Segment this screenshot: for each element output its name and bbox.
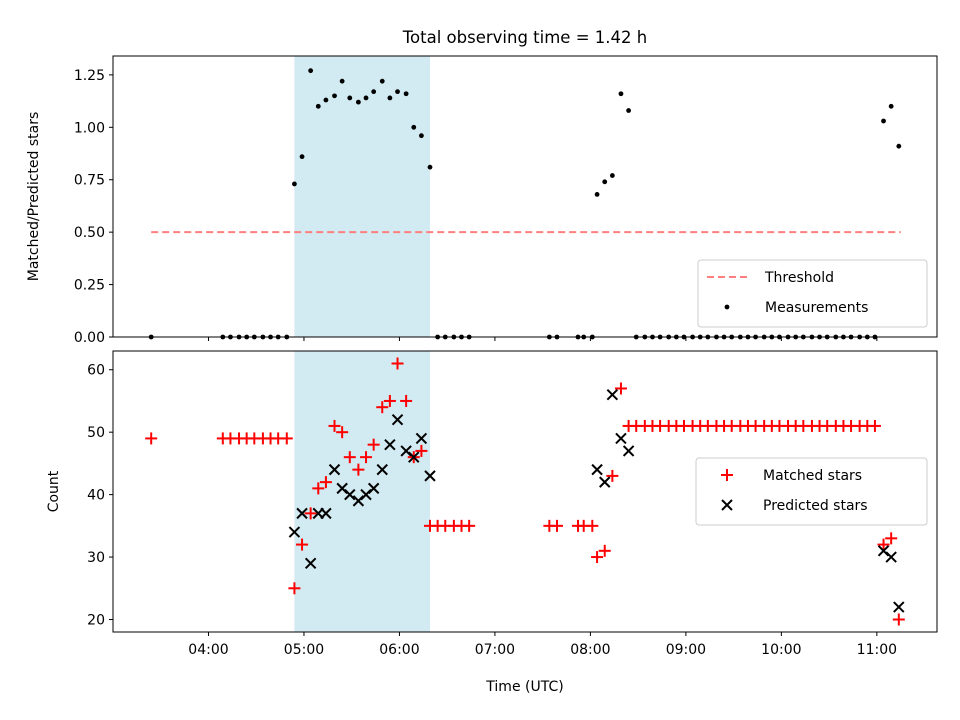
measurement-point bbox=[411, 125, 416, 130]
x-tick-label: 10:00 bbox=[761, 642, 801, 658]
matched-star-point bbox=[463, 520, 475, 532]
legend-predicted-label: Predicted stars bbox=[763, 498, 868, 514]
top-shaded-span bbox=[294, 56, 430, 337]
measurement-point bbox=[300, 154, 305, 159]
top-y-axis-label: Matched/Predicted stars bbox=[26, 112, 42, 282]
x-tick-label: 07:00 bbox=[475, 642, 515, 658]
measurement-point bbox=[324, 98, 329, 103]
x-tick-label: 06:00 bbox=[379, 642, 419, 658]
measurement-point bbox=[364, 96, 369, 101]
legend-matched-label: Matched stars bbox=[763, 468, 862, 484]
matched-star-point bbox=[893, 614, 905, 626]
matched-star-point bbox=[885, 532, 897, 544]
legend-measurements-label: Measurements bbox=[765, 300, 868, 316]
measurement-point bbox=[595, 192, 600, 197]
matched-star-point bbox=[878, 539, 890, 551]
measurement-point bbox=[371, 89, 376, 94]
bottom-legend: Matched stars Predicted stars bbox=[696, 458, 927, 525]
y-tick-label: 40 bbox=[87, 488, 105, 504]
x-tick-label: 11:00 bbox=[857, 642, 897, 658]
y-tick-label: 0.75 bbox=[74, 173, 105, 189]
predicted-star-point bbox=[616, 433, 626, 443]
top-panel: 0.00 0.25 0.50 0.75 1.00 1.25 Matched/Predict… bbox=[26, 56, 937, 346]
y-tick-label: 0.25 bbox=[74, 278, 105, 294]
y-tick-label: 0.50 bbox=[74, 225, 105, 241]
legend-threshold-label: Threshold bbox=[764, 270, 834, 286]
predicted-star-point bbox=[624, 446, 634, 456]
measurement-point bbox=[610, 173, 615, 178]
predicted-star-point bbox=[607, 390, 617, 400]
top-legend: Threshold Measurements bbox=[698, 260, 927, 327]
matched-star-point bbox=[615, 382, 627, 394]
matched-star-point bbox=[599, 545, 611, 557]
y-tick-label: 1.00 bbox=[74, 120, 105, 136]
measurement-point bbox=[356, 100, 361, 105]
measurement-point bbox=[332, 93, 337, 98]
x-tick-label: 05:00 bbox=[284, 642, 324, 658]
y-tick-label: 30 bbox=[87, 550, 105, 566]
measurement-point bbox=[619, 91, 624, 96]
legend-measurements-swatch bbox=[725, 305, 730, 310]
x-tick-label: 09:00 bbox=[666, 642, 706, 658]
x-tick-label: 08:00 bbox=[570, 642, 610, 658]
measurement-point bbox=[380, 79, 385, 84]
predicted-star-point bbox=[886, 552, 896, 562]
predicted-star-point bbox=[592, 465, 602, 475]
chart-figure: Total observing time = 1.42 h 0.000.250.… bbox=[0, 0, 960, 720]
bottom-y-axis-label: Count bbox=[46, 470, 62, 512]
measurement-point bbox=[387, 96, 392, 101]
y-tick-label: 1.25 bbox=[74, 68, 105, 84]
bottom-panel: 20 30 40 50 60 04:00 05:00 06:00 07:00 08:00 09:0… bbox=[46, 351, 937, 695]
x-tick-label: 04:00 bbox=[188, 642, 228, 658]
measurement-point bbox=[428, 165, 433, 170]
matched-star-point bbox=[145, 432, 157, 444]
measurement-point bbox=[292, 182, 297, 187]
matched-star-point bbox=[551, 520, 563, 532]
measurement-point bbox=[404, 91, 409, 96]
matched-star-point bbox=[591, 551, 603, 563]
y-tick-label: 0.00 bbox=[74, 330, 105, 346]
y-tick-label: 50 bbox=[87, 425, 105, 441]
y-tick-label: 60 bbox=[87, 363, 105, 379]
bottom-x-ticks: 04:00 05:00 06:00 07:00 08:00 09:00 10:00 11:00 bbox=[188, 632, 897, 658]
measurement-point bbox=[419, 133, 424, 138]
measurement-point bbox=[896, 144, 901, 149]
predicted-star-point bbox=[894, 602, 904, 612]
measurement-point bbox=[889, 104, 894, 109]
measurement-point bbox=[881, 119, 886, 124]
y-tick-label: 20 bbox=[87, 613, 105, 629]
top-y-ticks: 0.00 0.25 0.50 0.75 1.00 1.25 bbox=[74, 68, 113, 346]
matched-star-point bbox=[869, 420, 881, 432]
chart-title: Total observing time = 1.42 h bbox=[402, 28, 647, 47]
measurement-point bbox=[347, 96, 352, 101]
measurement-point bbox=[395, 89, 400, 94]
measurement-point bbox=[340, 79, 345, 84]
measurement-point bbox=[626, 108, 631, 113]
bottom-y-ticks: 20 30 40 50 60 bbox=[87, 363, 113, 629]
x-axis-label: Time (UTC) bbox=[485, 679, 563, 695]
measurement-point bbox=[308, 68, 313, 73]
matched-star-point bbox=[586, 520, 598, 532]
matched-star-point bbox=[281, 432, 293, 444]
measurement-point bbox=[602, 179, 607, 184]
measurement-point bbox=[316, 104, 321, 109]
top-x-ticks bbox=[208, 337, 876, 341]
predicted-star-point bbox=[600, 477, 610, 487]
